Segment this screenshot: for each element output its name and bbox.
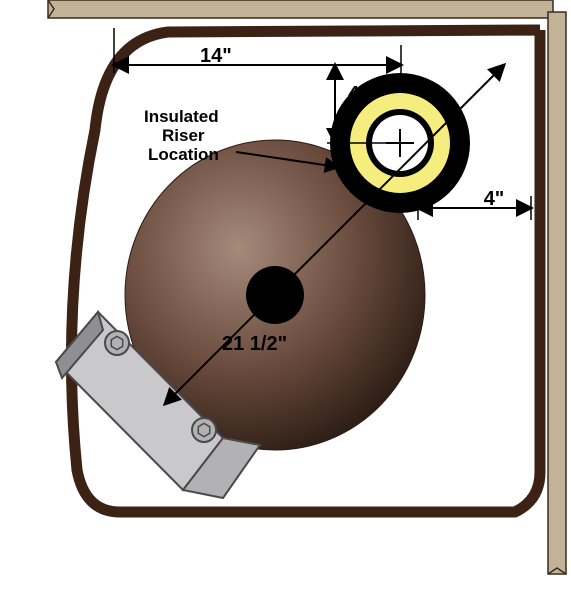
riser-label-line1: Insulated: [144, 107, 219, 126]
dimension-right-label: 4": [484, 188, 505, 210]
wall-right: [548, 12, 566, 574]
dimension-vertical-label: 4": [348, 83, 369, 105]
riser-label-line2: Riser: [162, 126, 205, 145]
dimension-diagonal-label: 21 1/2": [222, 333, 287, 355]
riser-label-line3: Location: [148, 145, 219, 164]
dimension-top-label: 14": [200, 45, 232, 67]
wall-top: [48, 0, 553, 18]
